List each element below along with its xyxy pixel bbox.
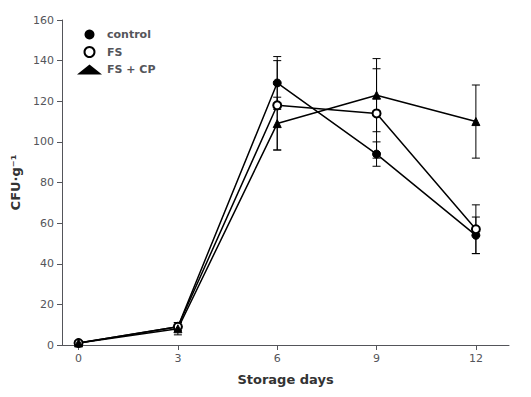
- svg-text:0: 0: [47, 339, 54, 352]
- svg-text:Storage days: Storage days: [237, 372, 333, 387]
- svg-text:12: 12: [469, 352, 483, 365]
- svg-text:40: 40: [40, 257, 54, 270]
- svg-text:60: 60: [40, 217, 54, 230]
- svg-text:160: 160: [33, 14, 54, 27]
- svg-text:140: 140: [33, 54, 54, 67]
- svg-text:80: 80: [40, 176, 54, 189]
- svg-text:20: 20: [40, 298, 54, 311]
- svg-text:3: 3: [174, 352, 181, 365]
- svg-text:control: control: [107, 28, 151, 41]
- svg-text:0: 0: [75, 352, 82, 365]
- svg-text:120: 120: [33, 95, 54, 108]
- svg-text:FS: FS: [107, 46, 123, 59]
- svg-text:6: 6: [274, 352, 281, 365]
- svg-text:100: 100: [33, 135, 54, 148]
- svg-text:9: 9: [373, 352, 380, 365]
- svg-text:FS + CP: FS + CP: [107, 63, 155, 76]
- svg-text:CFU·g⁻¹: CFU·g⁻¹: [8, 155, 23, 211]
